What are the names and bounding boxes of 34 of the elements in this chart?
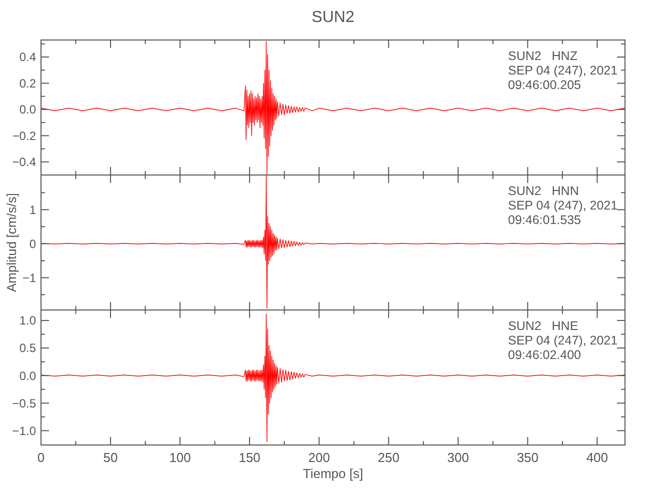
chart-title: SUN2 — [312, 9, 354, 26]
y-tick-label: −1 — [22, 270, 36, 285]
annotation: 09:46:02.400 — [508, 348, 582, 362]
x-axis-title: Tiempo [s] — [302, 466, 364, 481]
x-tick-label: 400 — [586, 450, 608, 465]
annotation: SEP 04 (247), 2021 — [508, 64, 618, 78]
y-tick-label: 0.2 — [19, 76, 36, 90]
annotation: SUN2 HNE — [508, 319, 578, 333]
x-tick-label: 150 — [238, 450, 260, 465]
x-tick-label: 350 — [516, 450, 539, 465]
y-tick-label: 0.5 — [19, 341, 36, 356]
x-tick-label: 50 — [103, 450, 118, 465]
annotation: SEP 04 (247), 2021 — [508, 334, 618, 348]
annotation: 09:46:00.205 — [508, 78, 582, 92]
y-axis-title: Amplitud [cm/s/s] — [4, 193, 19, 292]
annotation: SEP 04 (247), 2021 — [508, 198, 618, 212]
line-series — [41, 314, 625, 442]
y-tick-label: −0.2 — [12, 128, 36, 143]
y-tick-label: −1.0 — [12, 424, 36, 438]
y-tick-label: 0.0 — [19, 368, 36, 383]
x-tick-label: 250 — [378, 450, 400, 465]
y-tick-label: 0.0 — [19, 102, 36, 117]
y-tick-label: −0.4 — [12, 155, 36, 170]
y-tick-label: −0.5 — [12, 396, 36, 410]
x-tick-label: 300 — [447, 450, 469, 465]
annotation: SUN2 HNN — [508, 184, 579, 198]
x-tick-label: 200 — [308, 450, 330, 465]
y-tick-label: 0.4 — [19, 50, 36, 64]
y-tick-label: 0 — [29, 236, 36, 251]
y-tick-label: 1.0 — [19, 314, 36, 328]
x-tick-label: 100 — [169, 450, 191, 465]
annotation: 09:46:01.535 — [508, 213, 582, 227]
y-tick-label: 1 — [29, 202, 36, 217]
annotation: SUN2 HNZ — [508, 49, 578, 63]
